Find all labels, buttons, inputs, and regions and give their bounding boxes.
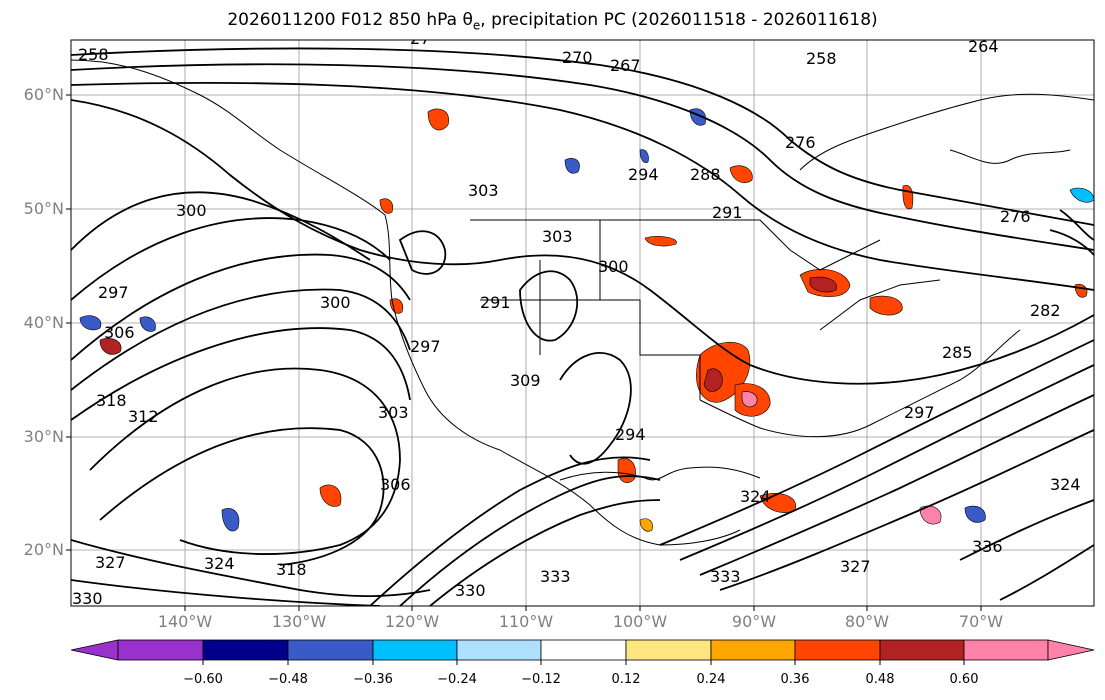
colorbar-segment	[963, 639, 1049, 661]
lat-label: 50°N	[23, 199, 64, 218]
contour-label: 291	[712, 203, 743, 222]
colorbar-segment	[456, 639, 542, 661]
contour-label: 333	[540, 567, 571, 586]
contour-label: 324	[740, 487, 771, 506]
contour-label: 300	[320, 293, 351, 312]
contour-label: 294	[628, 165, 659, 184]
lon-label: 80°W	[844, 612, 890, 631]
contour-label: 258	[806, 49, 837, 68]
contour-label: 264	[968, 37, 999, 56]
colorbar-segment	[540, 639, 627, 661]
contour-label: 297	[904, 403, 935, 422]
colorbar-tick-label: −0.60	[183, 672, 223, 687]
contour-label: 333	[710, 567, 741, 586]
contour-label: 324	[1050, 475, 1081, 494]
contour-label: 318	[96, 391, 127, 410]
contour-label: 336	[972, 537, 1003, 556]
colorbar-min-arrow	[70, 639, 119, 661]
contour-label: 291	[480, 293, 511, 312]
contour-label: 288	[690, 165, 721, 184]
contour-label: 303	[378, 403, 409, 422]
contour-label: 306	[104, 323, 135, 342]
contour-label: 330	[72, 589, 103, 608]
contour-label: 276	[1000, 207, 1031, 226]
coastlines	[71, 59, 1094, 546]
colorbar-tick-label: 0.48	[865, 672, 895, 687]
contour-label: 324	[204, 554, 235, 573]
lon-label: 70°W	[958, 612, 1004, 631]
colorbar-segment	[710, 639, 796, 661]
contour-label: 312	[128, 407, 159, 426]
contour-label: 327	[840, 557, 871, 576]
contour-label: 258	[78, 45, 109, 64]
lon-label: 90°W	[731, 612, 777, 631]
contour-label: 306	[380, 475, 411, 494]
colorbar-segment	[879, 639, 965, 661]
contour-label: 318	[276, 560, 307, 579]
contour-label: 276	[785, 133, 816, 152]
lat-label: 40°N	[23, 313, 64, 332]
colorbar-segment	[202, 639, 289, 661]
colorbar	[70, 639, 1095, 661]
lon-label: 130°W	[271, 612, 327, 631]
map-title: 2026011200 F012 850 hPa θe, precipitatio…	[227, 10, 878, 33]
contour-label-group: 258 270 267 264 258 276 288 294 291 303 …	[72, 29, 1081, 608]
colorbar-segment	[287, 639, 374, 661]
contour-label: 327	[95, 553, 126, 572]
contour-label: 270	[562, 48, 593, 67]
lon-label: 110°W	[498, 612, 554, 631]
colorbar-tick-label: 0.24	[696, 672, 726, 687]
colorbar-tick-label: 0.36	[780, 672, 810, 687]
contour-label: 303	[542, 227, 573, 246]
colorbar-max-arrow	[1047, 639, 1095, 661]
contour-label: 303	[468, 181, 499, 200]
colorbar-tick-label: 0.60	[949, 672, 979, 687]
contour-label: 300	[176, 201, 207, 220]
contour-label: 330	[455, 581, 486, 600]
lon-label: 120°W	[384, 612, 440, 631]
contour-label: 297	[410, 337, 441, 356]
contour-label: 300	[598, 257, 629, 276]
theta-e-contours	[71, 47, 1094, 606]
contour-label: 294	[615, 425, 646, 444]
contour-label: 285	[942, 343, 973, 362]
colorbar-tick-label: 0.12	[611, 672, 641, 687]
colorbar-segment	[117, 639, 204, 661]
lat-label: 30°N	[23, 427, 64, 446]
contour-label: 309	[510, 371, 541, 390]
contour-label: 27	[410, 29, 430, 48]
colorbar-tick-label: −0.24	[437, 672, 477, 687]
colorbar-tick-label: −0.48	[268, 672, 308, 687]
lat-label: 60°N	[23, 85, 64, 104]
lon-label: 140°W	[157, 612, 213, 631]
lat-label: 20°N	[23, 540, 64, 559]
contour-label: 297	[98, 283, 129, 302]
contour-label: 282	[1030, 301, 1061, 320]
colorbar-tick-label: −0.36	[353, 672, 393, 687]
colorbar-segment	[372, 639, 458, 661]
colorbar-segment	[625, 639, 712, 661]
lon-label: 100°W	[612, 612, 668, 631]
contour-label: 267	[610, 56, 641, 75]
colorbar-tick-label: −0.12	[521, 672, 561, 687]
colorbar-segment	[794, 639, 881, 661]
